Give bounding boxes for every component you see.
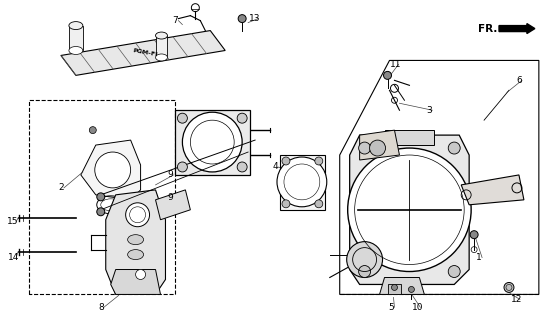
Circle shape (237, 162, 247, 172)
Text: 4: 4 (272, 163, 278, 172)
Text: 5: 5 (389, 303, 394, 312)
Circle shape (89, 127, 96, 134)
Polygon shape (61, 31, 225, 76)
Circle shape (178, 113, 188, 123)
Polygon shape (388, 284, 402, 294)
Text: 15: 15 (7, 217, 19, 226)
Ellipse shape (156, 54, 167, 61)
Circle shape (392, 284, 398, 291)
Bar (69, 26, 83, 51)
Text: 3: 3 (426, 106, 432, 115)
Circle shape (359, 142, 371, 154)
Circle shape (277, 157, 327, 207)
Circle shape (448, 266, 460, 277)
FancyArrow shape (499, 24, 535, 34)
Circle shape (238, 15, 246, 23)
Circle shape (282, 157, 290, 165)
Ellipse shape (156, 32, 167, 39)
Circle shape (97, 193, 104, 201)
Text: 10: 10 (411, 303, 423, 312)
Text: 12: 12 (512, 295, 522, 304)
Text: 2: 2 (58, 183, 64, 192)
Text: FR.: FR. (477, 24, 497, 34)
Polygon shape (106, 190, 166, 294)
Circle shape (409, 286, 414, 292)
Text: 11: 11 (390, 60, 401, 69)
Circle shape (282, 200, 290, 208)
Circle shape (504, 283, 514, 292)
Text: 9: 9 (168, 171, 173, 180)
Circle shape (348, 148, 471, 271)
Text: 6: 6 (516, 76, 522, 85)
Polygon shape (280, 155, 325, 210)
Circle shape (178, 162, 188, 172)
Circle shape (95, 152, 131, 188)
Circle shape (136, 269, 146, 279)
Polygon shape (175, 110, 250, 175)
Ellipse shape (69, 22, 83, 29)
Polygon shape (461, 175, 524, 205)
Circle shape (448, 142, 460, 154)
Polygon shape (379, 277, 425, 294)
Ellipse shape (128, 250, 144, 260)
Circle shape (383, 71, 392, 79)
Circle shape (346, 242, 383, 277)
Polygon shape (360, 130, 399, 160)
Bar (384, 130, 435, 145)
Text: 8: 8 (98, 303, 103, 312)
Circle shape (370, 140, 386, 156)
Text: PGM-FI: PGM-FI (133, 48, 158, 57)
Circle shape (97, 208, 104, 216)
Polygon shape (111, 269, 161, 294)
Circle shape (183, 112, 242, 172)
Polygon shape (81, 140, 141, 200)
Circle shape (359, 266, 371, 277)
Circle shape (315, 157, 323, 165)
Text: 1: 1 (476, 253, 482, 262)
Polygon shape (156, 190, 190, 220)
Circle shape (315, 200, 323, 208)
Circle shape (470, 231, 478, 239)
Ellipse shape (69, 46, 83, 54)
Text: 13: 13 (249, 14, 261, 23)
Polygon shape (350, 135, 469, 284)
Text: 14: 14 (8, 253, 19, 262)
Ellipse shape (128, 235, 144, 244)
Circle shape (237, 113, 247, 123)
Text: 7: 7 (173, 16, 178, 25)
Text: 9: 9 (168, 193, 173, 202)
Bar (156, 36, 167, 58)
Circle shape (125, 203, 150, 227)
